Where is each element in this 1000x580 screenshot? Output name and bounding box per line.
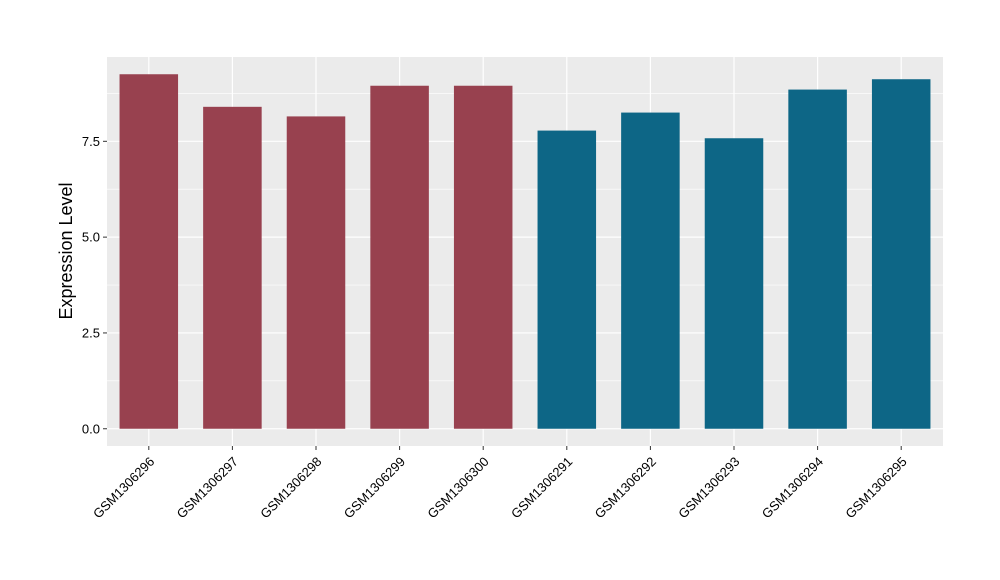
bar-GSM1306291: [537, 130, 597, 429]
bar-GSM1306293: [704, 138, 764, 429]
bar-GSM1306292: [621, 112, 680, 429]
y-tick-label: 2.5: [82, 325, 100, 340]
x-tick-label: GSM1306291: [508, 454, 575, 521]
y-tick-label: 0.0: [82, 421, 100, 436]
y-axis-ticks: 0.0 2.5 5.0 7.5: [82, 134, 107, 436]
x-tick-label: GSM1306296: [90, 454, 157, 521]
bar-GSM1306298: [286, 116, 346, 429]
x-tick-label: GSM1306292: [592, 454, 659, 521]
x-tick-label: GSM1306297: [174, 454, 241, 521]
bar-GSM1306296: [119, 74, 179, 429]
bars: [119, 74, 931, 429]
bar-GSM1306299: [370, 85, 429, 429]
y-tick-label: 5.0: [82, 230, 100, 245]
bar-GSM1306294: [788, 89, 847, 429]
x-tick-label: GSM1306300: [424, 454, 491, 521]
x-tick-label: GSM1306293: [675, 454, 742, 521]
y-axis-title: Expression Level: [56, 182, 76, 319]
y-tick-label: 7.5: [82, 134, 100, 149]
x-tick-label: GSM1306295: [842, 454, 909, 521]
bar-GSM1306300: [453, 85, 513, 429]
bar-GSM1306295: [871, 79, 931, 429]
bar-GSM1306297: [203, 106, 262, 429]
x-tick-label: GSM1306299: [341, 454, 408, 521]
x-tick-label: GSM1306298: [257, 454, 324, 521]
x-tick-label: GSM1306294: [759, 454, 826, 521]
x-axis-ticks: GSM1306296 GSM1306297 GSM1306298 GSM1306299…: [90, 446, 910, 521]
